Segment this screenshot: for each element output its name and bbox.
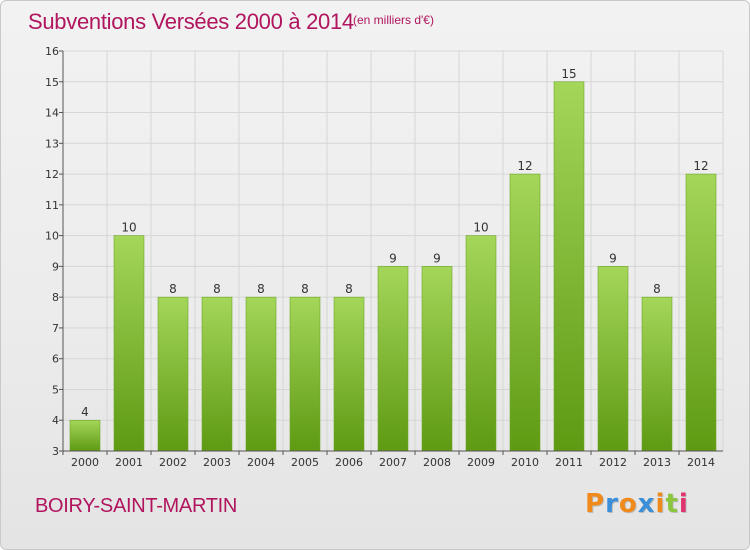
data-label-2008: 9 — [433, 251, 441, 265]
bar-2005[interactable] — [289, 296, 321, 452]
x-tick-label-2002: 2002 — [159, 456, 187, 469]
y-tick-label: 5 — [52, 383, 59, 396]
y-tick-label: 6 — [52, 353, 59, 366]
chart-title: Subventions Versées 2000 à 2014 — [28, 9, 354, 34]
x-tick-label-2004: 2004 — [247, 456, 275, 469]
x-tick-label-2007: 2007 — [379, 456, 407, 469]
bar-2010[interactable] — [509, 173, 541, 452]
data-label-2010: 12 — [517, 159, 532, 173]
y-tick-label: 12 — [45, 168, 59, 181]
bar-2011[interactable] — [553, 81, 585, 452]
data-label-2001: 10 — [121, 221, 136, 235]
commune-name: BOIRY-SAINT-MARTIN — [35, 495, 238, 517]
logo-letter: x — [637, 489, 656, 519]
y-tick-label: 10 — [45, 230, 59, 243]
data-label-2012: 9 — [609, 251, 617, 265]
data-label-2011: 15 — [561, 67, 576, 81]
logo-letter: i — [655, 489, 666, 519]
data-label-2003: 8 — [213, 282, 221, 296]
bar-2001[interactable] — [113, 235, 145, 452]
x-tick-label-2001: 2001 — [115, 456, 143, 469]
bar-2012[interactable] — [597, 266, 629, 452]
x-tick-label-2006: 2006 — [335, 456, 363, 469]
y-tick-label: 11 — [45, 199, 59, 212]
x-tick-label-2009: 2009 — [467, 456, 495, 469]
logo-letter: r — [605, 489, 619, 519]
data-label-2000: 4 — [81, 405, 89, 419]
proxiti-logo[interactable]: Proxiti — [585, 489, 689, 519]
logo-letter: o — [618, 489, 638, 519]
data-label-2007: 9 — [389, 251, 397, 265]
y-tick-label: 15 — [45, 76, 59, 89]
logo-letter: t — [665, 489, 679, 519]
logo-letter: i — [678, 489, 689, 519]
y-tick-label: 3 — [52, 445, 59, 458]
data-label-2002: 8 — [169, 282, 177, 296]
bar-2002[interactable] — [157, 296, 189, 452]
bar-2009[interactable] — [465, 235, 497, 452]
data-label-2005: 8 — [301, 282, 309, 296]
bar-2003[interactable] — [201, 296, 233, 452]
data-label-2014: 12 — [693, 159, 708, 173]
x-tick-label-2008: 2008 — [423, 456, 451, 469]
logo-letter: P — [585, 489, 606, 519]
bar-2014[interactable] — [685, 173, 717, 452]
data-label-2013: 8 — [653, 282, 661, 296]
chart-subtitle: (en milliers d'€) — [353, 13, 434, 27]
x-tick-label-2005: 2005 — [291, 456, 319, 469]
y-tick-label: 7 — [52, 322, 59, 335]
data-label-2009: 10 — [473, 221, 488, 235]
y-tick-label: 13 — [45, 137, 59, 150]
bar-2006[interactable] — [333, 296, 365, 452]
bar-2013[interactable] — [641, 296, 673, 452]
bar-2004[interactable] — [245, 296, 277, 452]
bar-2007[interactable] — [377, 266, 409, 452]
bar-2008[interactable] — [421, 266, 453, 452]
x-tick-label-2013: 2013 — [643, 456, 671, 469]
y-tick-label: 14 — [45, 107, 59, 120]
y-tick-label: 9 — [52, 260, 59, 273]
x-tick-label-2000: 2000 — [71, 456, 99, 469]
x-tick-label-2003: 2003 — [203, 456, 231, 469]
bar-2000[interactable] — [69, 419, 101, 452]
y-tick-label: 16 — [45, 45, 59, 58]
x-tick-label-2011: 2011 — [555, 456, 583, 469]
data-label-2004: 8 — [257, 282, 265, 296]
y-tick-label: 4 — [52, 414, 59, 427]
x-tick-label-2014: 2014 — [687, 456, 715, 469]
data-label-2006: 8 — [345, 282, 353, 296]
bars: 4 10 8 8 8 8 8 9 9 10 12 15 9 8 12 — [69, 67, 717, 452]
axes: 3 4 5 6 7 8 9 10 11 12 13 14 15 16 2000 2001 2002 2003 200… — [45, 45, 723, 469]
x-tick-label-2012: 2012 — [599, 456, 627, 469]
y-tick-label: 8 — [52, 291, 59, 304]
x-tick-label-2010: 2010 — [511, 456, 539, 469]
